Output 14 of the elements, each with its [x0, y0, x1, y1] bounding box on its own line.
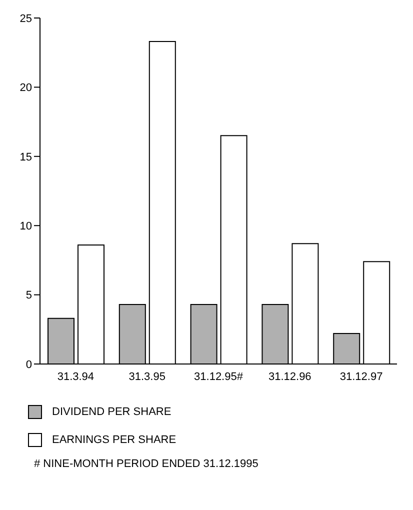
legend-label: EARNINGS PER SHARE — [52, 434, 176, 446]
y-tick-label: 5 — [26, 290, 32, 302]
text: # NINE-MONTH PERIOD ENDED 31.12.1995 — [33, 458, 260, 470]
x-tick-label: 31.3.94 — [57, 370, 94, 383]
y-tick-label: 0 — [26, 358, 32, 371]
x-tick-label: 31.12.95# — [194, 370, 244, 383]
y-tick-label: 20 — [20, 82, 32, 94]
y-tick-label: 25 — [20, 12, 32, 25]
legend-label: DIVIDEND PER SHARE — [52, 406, 172, 418]
x-tick-label: 31.12.96 — [268, 370, 312, 383]
y-tick-label: 15 — [20, 151, 32, 164]
y-tick-label: 10 — [20, 220, 32, 233]
x-tick-label: 31.12.97 — [340, 370, 383, 383]
x-tick-label: 31.3.95 — [128, 370, 166, 383]
